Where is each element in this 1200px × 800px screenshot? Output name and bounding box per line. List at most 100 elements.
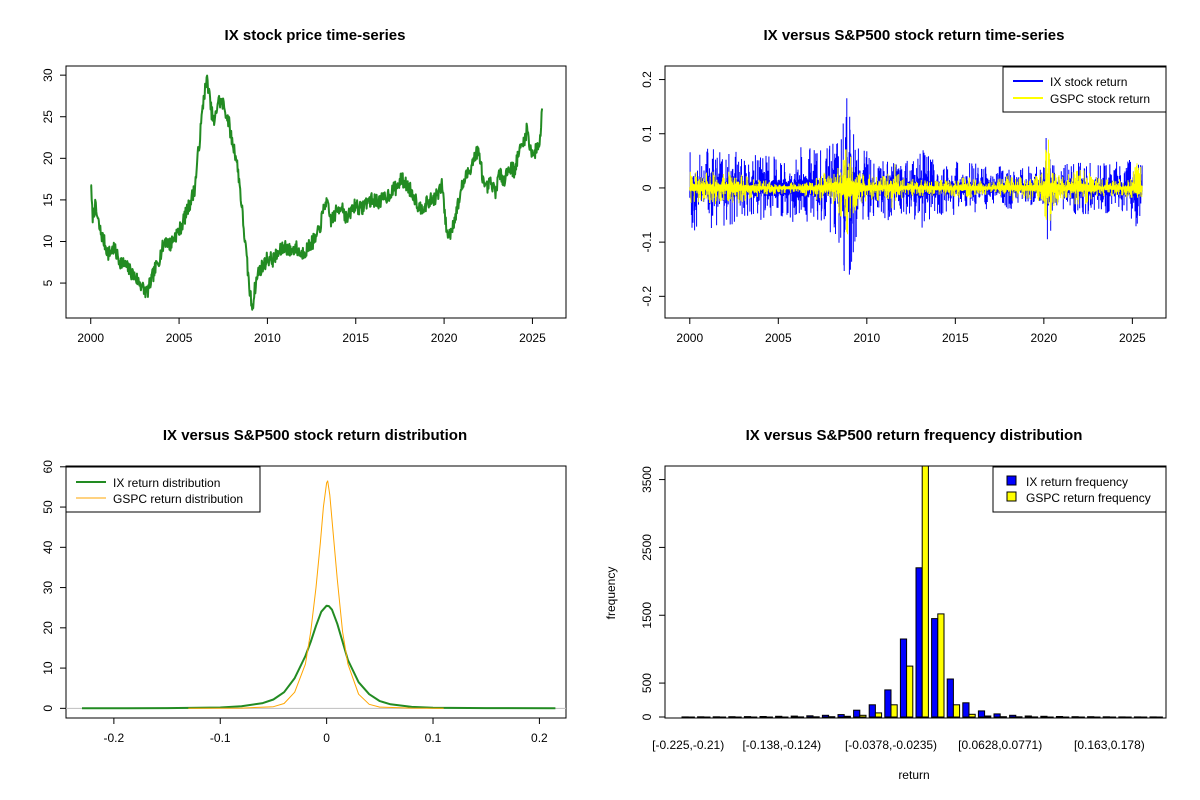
p1-x-tick-label: 2010 bbox=[254, 331, 281, 345]
p4-bar-gspc bbox=[1046, 716, 1054, 719]
p4-bar-gspc bbox=[859, 714, 867, 718]
p4-bar-gspc bbox=[765, 716, 773, 719]
p3-legend-box bbox=[65, 466, 261, 513]
p1-y-tick-label: 20 bbox=[41, 151, 55, 165]
p4-bar-ix bbox=[743, 716, 752, 718]
p4-bar-gspc bbox=[1155, 716, 1163, 719]
p4-bar-ix bbox=[775, 715, 783, 718]
p4-bar-ix bbox=[681, 716, 689, 719]
p1-x-tick-label: 2000 bbox=[77, 331, 104, 345]
p4-legend-ix: IX return frequency bbox=[1026, 475, 1128, 489]
p2-y-tick-label: -0.1 bbox=[640, 231, 654, 252]
p3-series-ix-return-distribution bbox=[81, 604, 556, 710]
p3-y-tick-label: 30 bbox=[41, 581, 55, 595]
p2-y-tick-label: 0.2 bbox=[640, 71, 654, 88]
p4-x-tick-label: [-0.0378,-0.0235) bbox=[845, 738, 937, 752]
p4-y-tick-label: 2500 bbox=[640, 534, 654, 561]
p4-bar-ix bbox=[884, 689, 892, 718]
p4-bar-ix bbox=[1133, 716, 1142, 719]
p4-bar-ix bbox=[790, 715, 798, 718]
p4-x-tick-label: [0.163,0.178) bbox=[1074, 738, 1145, 752]
p3-legend-gspc: GSPC return distribution bbox=[113, 492, 243, 506]
p2-x-tick-label: 2020 bbox=[1030, 331, 1057, 345]
p4-y-tick-label: 0 bbox=[640, 713, 654, 720]
p2-y-tick-label: 0 bbox=[640, 184, 654, 191]
p4-bar-ix bbox=[1087, 716, 1095, 719]
p4-bar-ix bbox=[1102, 716, 1110, 719]
p3-x-tick-label: 0.2 bbox=[531, 731, 548, 745]
p2-plot: 2000 2005 2010 2015 2020 2025 -0.2 -0.1 0 0.1 0.2 bbox=[640, 65, 1167, 345]
p4-bar-ix bbox=[1118, 716, 1126, 719]
p4-bar-gspc bbox=[999, 716, 1007, 719]
p1-y-tick-label: 25 bbox=[41, 110, 55, 124]
p2-x-tick-label: 2025 bbox=[1119, 331, 1146, 345]
p4-bar-gspc bbox=[921, 465, 929, 718]
p4-bar-ix bbox=[1040, 715, 1048, 718]
p1-x-tick-label: 2020 bbox=[431, 331, 458, 345]
p4-bar-gspc bbox=[750, 716, 758, 719]
p4-bar-gspc bbox=[1077, 716, 1085, 719]
p1-plot-frame bbox=[65, 65, 567, 319]
p4-bar-gspc bbox=[703, 716, 711, 719]
p4-bar-ix bbox=[993, 713, 1001, 718]
p4-bar-ix bbox=[1149, 716, 1157, 719]
p1-y-tick-label: 10 bbox=[41, 234, 55, 248]
p4-bar-gspc bbox=[796, 716, 805, 719]
p4-plot-frame bbox=[664, 465, 1167, 719]
p3-y-tick-label: 10 bbox=[41, 661, 55, 675]
p4-legend-swatch-ix bbox=[1006, 475, 1017, 486]
p4-bar-ix bbox=[806, 715, 814, 718]
p4-bar-gspc bbox=[906, 665, 914, 718]
p2-plot-frame bbox=[664, 65, 1167, 319]
p4-bar-gspc bbox=[1062, 716, 1070, 719]
p3-x-tick-label: 0 bbox=[323, 731, 330, 745]
p4-bar-gspc bbox=[781, 716, 789, 719]
p2-series-gspc-stock-return bbox=[689, 139, 1143, 235]
p2-x-tick-label: 2005 bbox=[765, 331, 792, 345]
p4-bar-ix bbox=[1055, 716, 1064, 718]
p2-y-tick-label: -0.2 bbox=[640, 286, 654, 307]
p1-x-tick-label: 2025 bbox=[519, 331, 546, 345]
p4-bar-gspc bbox=[1093, 716, 1101, 719]
p4-bar-gspc bbox=[874, 712, 883, 718]
p2-title: IX versus S&P500 stock return time-serie… bbox=[764, 27, 1065, 44]
p2-legend-gspc: GSPC stock return bbox=[1050, 92, 1150, 106]
p4-bar-gspc bbox=[968, 713, 976, 718]
p4-plot: 0 500 1500 2500 3500 [-0.225,-0.21) [-0.138,-0… bbox=[640, 465, 1167, 752]
p4-bar-gspc bbox=[984, 715, 992, 718]
p3-x-tick-label: -0.1 bbox=[210, 731, 231, 745]
p4-legend-swatch-gspc bbox=[1006, 491, 1017, 502]
p4-bar-ix bbox=[853, 709, 861, 718]
p4-bar-gspc bbox=[1124, 716, 1132, 719]
p3-plot: -0.2 -0.1 0 0.1 0.2 0 10 20 30 40 50 60 bbox=[41, 460, 567, 745]
p4-bar-ix bbox=[1009, 714, 1017, 718]
p3-y-tick-label: 20 bbox=[41, 621, 55, 635]
p4-bar-gspc bbox=[734, 716, 742, 719]
p3-y-tick-label: 0 bbox=[41, 705, 55, 712]
p2-x-tick-label: 2010 bbox=[853, 331, 880, 345]
p4-bar-ix bbox=[1071, 716, 1079, 719]
p4-bar-ix bbox=[931, 618, 939, 718]
p3-y-tick-label: 50 bbox=[41, 500, 55, 514]
p4-bar-gspc bbox=[828, 716, 836, 719]
p2-x-tick-label: 2000 bbox=[676, 331, 703, 345]
p4-legend-gspc: GSPC return frequency bbox=[1026, 491, 1151, 505]
p4-bar-ix bbox=[697, 716, 705, 719]
p4-y-tick-label: 1500 bbox=[640, 602, 654, 629]
p4-x-tick-label: [-0.225,-0.21) bbox=[652, 738, 724, 752]
p3-y-tick-label: 60 bbox=[41, 460, 55, 474]
p4-bar-ix bbox=[759, 716, 767, 718]
p3-series-gspc-return-distribution bbox=[188, 480, 444, 709]
p3-title: IX versus S&P500 stock return distributi… bbox=[163, 427, 467, 444]
p4-bar-ix bbox=[899, 638, 908, 718]
p4-y-tick-label: 3500 bbox=[640, 466, 654, 493]
p4-y-tick-label: 500 bbox=[640, 673, 654, 693]
p4-bar-gspc bbox=[937, 613, 945, 718]
p4-bar-ix bbox=[946, 678, 954, 718]
p2-legend-box bbox=[1002, 66, 1167, 113]
p4-bar-ix bbox=[962, 702, 970, 718]
p2-legend-ix: IX stock return bbox=[1050, 75, 1127, 89]
p1-y-tick-label: 5 bbox=[41, 279, 55, 286]
p4-legend-box bbox=[992, 466, 1167, 513]
